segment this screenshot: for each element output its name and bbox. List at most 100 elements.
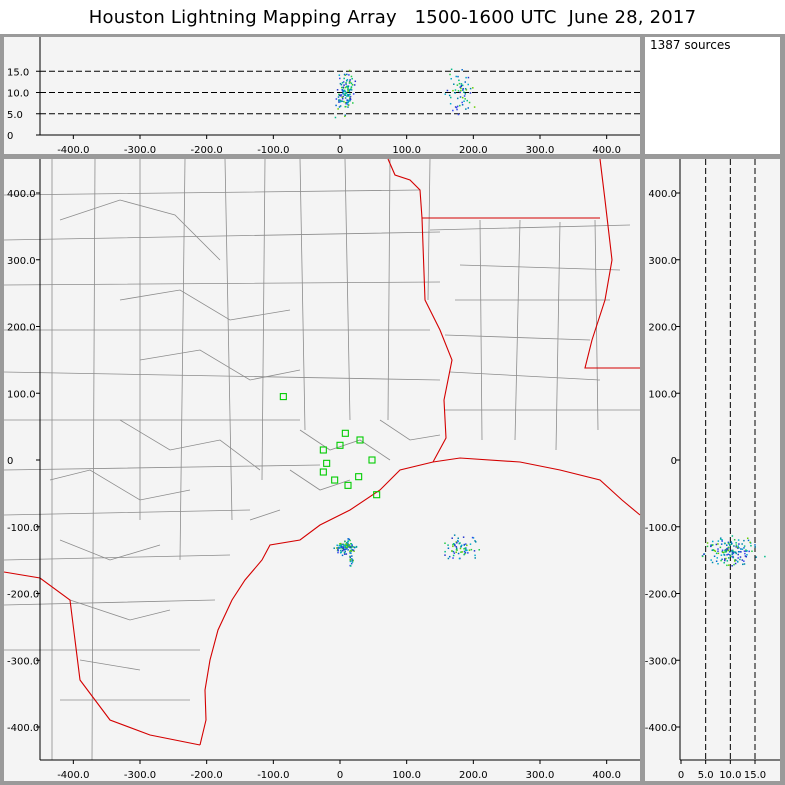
side-source-point <box>731 552 734 555</box>
map-source-point <box>344 540 346 543</box>
side-source-point <box>735 559 737 562</box>
altitude-source-point <box>349 95 352 98</box>
map-source-point <box>347 541 349 543</box>
map-source-point <box>340 544 343 546</box>
map-source-point <box>341 554 344 557</box>
altitude-source-point <box>347 89 350 91</box>
map-source-point <box>341 543 344 546</box>
lma-figure: -400.0 -300.0 -200.0 -100.0 0 100.0 200.0 300.0… <box>0 34 785 785</box>
altitude-source-point <box>463 100 465 103</box>
map-source-point <box>452 550 455 553</box>
map-source-point <box>347 540 349 542</box>
side-source-point <box>717 540 720 542</box>
map-source-point <box>451 537 453 539</box>
map-source-point <box>452 543 454 546</box>
side-y-tick-label: -300.0 <box>645 656 677 667</box>
map-source-point <box>353 546 355 548</box>
altitude-source-point <box>459 86 461 88</box>
side-source-point <box>711 540 714 543</box>
map-source-point <box>343 553 346 555</box>
station-marker <box>279 393 287 401</box>
map-source-point <box>349 546 351 549</box>
side-source-point <box>717 548 719 550</box>
altitude-source-point <box>344 86 347 89</box>
side-source-point <box>734 551 737 553</box>
altitude-source-point <box>340 94 342 96</box>
map-source-point <box>345 553 348 555</box>
map-source-point <box>460 551 462 553</box>
map-source-point <box>463 544 466 546</box>
map-source-point <box>452 543 455 545</box>
side-source-point <box>737 561 739 563</box>
map-source-point <box>448 555 451 558</box>
altitude-source-point <box>338 106 341 108</box>
map-source-point <box>343 548 345 550</box>
side-dashed-lines <box>705 159 756 760</box>
side-source-point <box>743 563 746 565</box>
altitude-source-point <box>337 96 340 98</box>
side-y-tick-label: -400.0 <box>645 723 677 734</box>
side-source-point <box>754 544 756 546</box>
map-source-point <box>340 546 343 548</box>
altitude-source-point <box>464 87 467 90</box>
side-source-point <box>737 539 740 541</box>
altitude-source-point <box>452 109 454 112</box>
map-source-point <box>456 549 458 551</box>
side-source-point <box>717 543 719 545</box>
side-source-point <box>743 545 746 547</box>
map-source-point <box>347 549 349 551</box>
map-source-point <box>459 547 462 550</box>
map-source-point <box>467 552 469 554</box>
side-source-point <box>731 551 734 553</box>
side-source-point <box>724 549 726 552</box>
altitude-source-point <box>341 96 344 99</box>
side-source-point <box>745 555 748 558</box>
side-source-point <box>739 551 741 553</box>
altitude-source-point <box>460 87 462 90</box>
altitude-source-point <box>345 83 347 85</box>
side-source-point <box>717 563 719 565</box>
map-source-point <box>453 534 456 536</box>
side-source-point <box>722 551 724 553</box>
map-source-point <box>344 549 346 551</box>
altitude-source-point <box>349 93 351 96</box>
side-source-point <box>747 539 750 542</box>
altitude-source-point <box>348 74 350 76</box>
altitude-source-point <box>348 69 351 72</box>
map-source-point <box>447 544 449 546</box>
altitude-source-point <box>450 68 453 71</box>
altitude-source-points <box>334 68 476 119</box>
map-x-tick-label: 200.0 <box>459 770 488 781</box>
altitude-source-point <box>344 92 347 95</box>
map-source-point <box>350 549 352 552</box>
map-source-point <box>349 556 352 558</box>
side-source-point <box>726 554 728 556</box>
map-source-point <box>474 557 476 559</box>
map-source-point <box>347 538 349 540</box>
side-source-point <box>731 535 734 537</box>
map-source-point <box>351 543 353 546</box>
side-source-point <box>727 541 730 544</box>
altitude-source-point <box>342 81 345 83</box>
map-source-point <box>350 550 353 552</box>
side-source-point <box>751 550 753 553</box>
map-source-point <box>447 557 450 560</box>
altitude-source-point <box>337 108 339 110</box>
map-source-point <box>349 539 351 542</box>
altitude-source-point <box>334 116 337 119</box>
altitude-source-point <box>347 103 349 105</box>
altitude-source-point <box>347 104 350 106</box>
map-source-point <box>342 545 345 547</box>
altitude-source-point <box>348 89 351 91</box>
altitude-source-point <box>348 100 350 102</box>
altitude-source-point <box>349 81 351 84</box>
altitude-source-point <box>459 91 461 94</box>
map-y-tick-label: -400.0 <box>7 723 39 734</box>
altitude-source-point <box>467 83 469 86</box>
side-source-point <box>725 557 727 560</box>
side-source-point <box>746 550 748 552</box>
altitude-y-tick-label: 0 <box>7 131 13 142</box>
map-source-point <box>350 562 353 565</box>
map-source-point <box>351 558 353 560</box>
side-source-point <box>727 542 730 544</box>
